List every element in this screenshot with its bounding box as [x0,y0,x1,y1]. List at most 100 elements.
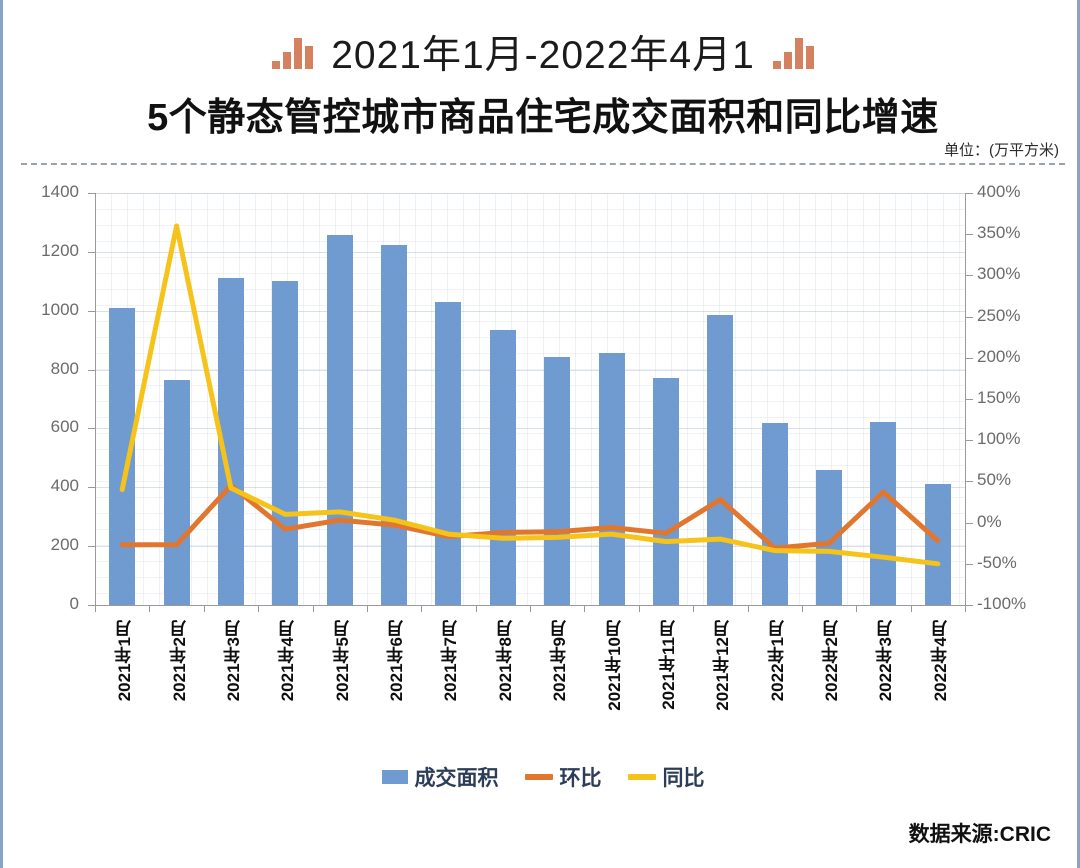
y-axis-right-tick [966,605,973,606]
x-axis-label: 2021年4月 [278,620,298,702]
source-note: 数据来源:CRIC [908,823,1051,846]
x-axis-tick [475,605,477,612]
y-axis-left-label: 800 [50,358,79,378]
y-axis-left-label: 400 [50,476,79,496]
y-axis-right-label: 50% [977,470,1012,490]
x-axis-tick [638,605,640,612]
legend-swatch-line-icon [524,774,553,780]
x-axis-label: 2022年3月 [876,620,896,702]
y-axis-left-label: 600 [50,417,79,437]
y-axis-right-tick [966,399,973,400]
x-axis-label: 2021年10月 [604,620,624,711]
bar-2022年3月 [870,421,897,605]
y-axis-left-tick [88,310,95,312]
bar-2021年4月 [272,281,299,605]
line-series-环比 [119,483,941,551]
x-axis-tick [965,605,966,612]
unit-label: 单位：(万平方米) [944,142,1059,159]
y-axis-right-tick [966,440,973,442]
x-axis-tick [366,605,368,612]
gridline [95,193,965,194]
y-axis-right-label: -100% [977,594,1027,613]
gridline [95,428,965,430]
legend-swatch-line-icon [627,774,656,780]
x-axis-label: 2021年3月 [223,620,243,702]
title-block: 2021年1月-2022年4月1 5个静态管控城市商品住宅成交面积和同比增速 [3,24,1080,141]
plot-area [95,193,965,606]
line-series-group [119,223,941,567]
y-axis-right-label: 300% [977,264,1021,284]
x-axis-tick [747,605,749,612]
x-axis-tick [584,605,586,612]
x-axis-tick [203,605,205,612]
y-axis-right-tick [966,316,973,318]
bar-2021年8月 [489,330,516,605]
y-axis-right-tick [966,563,973,565]
gridline [95,251,965,253]
title-line-1: 2021年1月-2022年4月1 [3,24,1080,80]
y-axis-left-label: 0 [69,594,79,613]
y-axis-right-tick [966,481,973,483]
y-axis-right-tick [966,357,973,359]
gridline [95,369,965,371]
legend-swatch-bar-icon [381,770,408,784]
y-axis-right-label: -50% [977,552,1017,572]
y-axis-left-tick [88,428,95,430]
gridline [95,546,965,548]
title-line-1-text: 2021年1月-2022年4月1 [331,34,755,77]
y-axis-right-tick [966,522,973,524]
x-axis-label: 2021年11月 [658,620,678,710]
y-axis-right-label: 100% [977,429,1021,449]
x-axis-label: 2022年2月 [822,620,842,702]
bar-2022年4月 [924,484,951,605]
bar-2021年6月 [381,244,408,605]
bar-2021年12月 [707,314,734,605]
x-axis-tick [421,605,423,612]
x-axis-label: 2022年1月 [767,620,787,702]
y-axis-right-label: 400% [977,182,1021,201]
y-axis-left-tick [88,369,95,371]
x-axis-tick [530,605,531,612]
x-axis-label: 2021年6月 [387,620,407,702]
x-axis-tick [312,605,314,612]
x-axis-label: 2021年12月 [713,620,733,711]
legend-item-yoy[interactable]: 同比 [627,762,705,792]
legend-label-yoy: 同比 [662,767,705,790]
chart-canvas: 0 200 400 600 800 1000 1200 1400 -100% -50% 0% 50%… [3,175,1080,755]
bar-2021年9月 [544,356,571,605]
x-axis-label: 2021年9月 [550,620,570,702]
y-axis-right-tick [966,193,973,194]
x-axis-tick [149,605,151,612]
bar-2021年5月 [326,234,353,605]
y-axis-right-label: 150% [977,388,1021,407]
y-axis-right-label: 250% [977,305,1021,325]
y-axis-right-tick [966,275,973,277]
divider-dashed [21,163,1065,165]
y-axis-left-line [95,193,96,606]
x-axis-tick [95,605,96,612]
x-axis-tick [693,605,695,612]
y-axis-left-label: 1200 [41,240,79,260]
title-line-2: 5个静态管控城市商品住宅成交面积和同比增速 [147,97,939,139]
x-axis-label: 2021年8月 [495,620,515,702]
gridline [95,487,965,489]
x-axis-tick [258,605,260,612]
legend-item-area[interactable]: 成交面积 [381,762,499,792]
y-axis-right-label: 0% [977,511,1002,531]
bar-2021年10月 [598,353,625,605]
y-axis-left-tick [88,487,95,489]
x-axis-tick [910,605,912,612]
x-axis-tick [801,605,803,612]
y-axis-right-label: 200% [977,346,1021,366]
legend-label-area: 成交面积 [414,767,499,790]
y-axis-left-label: 1000 [41,299,79,319]
bar-chart-icon [272,35,314,69]
y-axis-left-tick [88,605,95,606]
legend-item-mom[interactable]: 环比 [524,762,602,792]
line-series-同比 [119,223,941,567]
y-axis-right-line [965,193,966,606]
legend-label-mom: 环比 [559,767,602,790]
y-axis-left-label: 200 [50,535,79,555]
x-axis-label: 2021年2月 [169,620,189,702]
